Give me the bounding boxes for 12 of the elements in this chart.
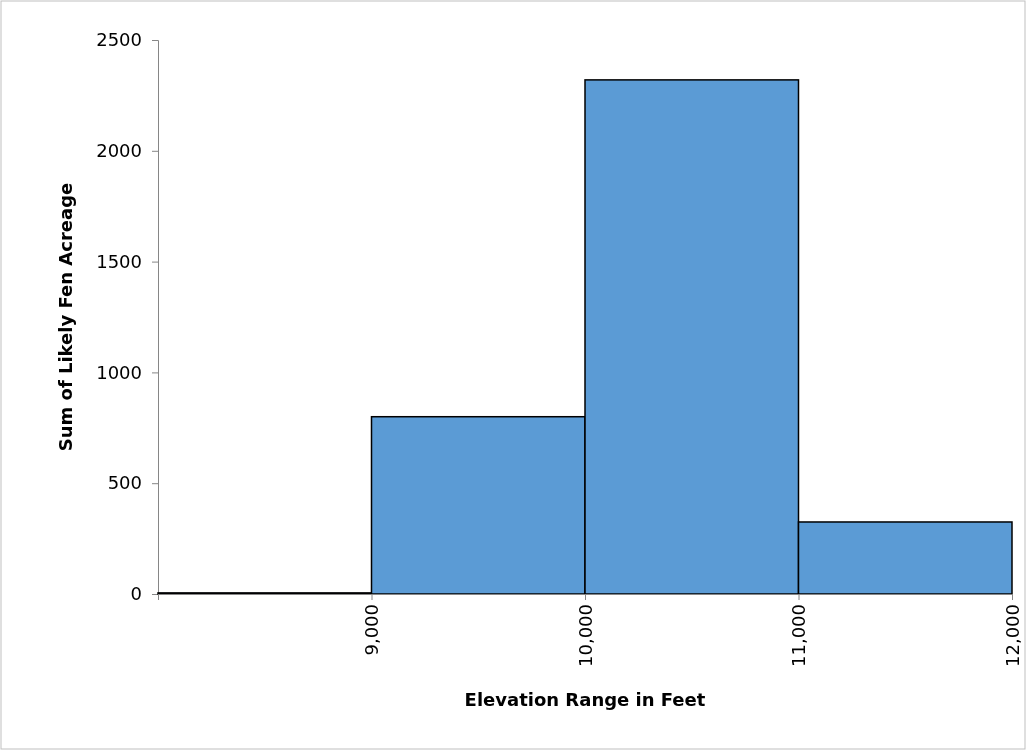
x-tick-label: 9,000 (361, 604, 383, 656)
y-tick-label: 0 (130, 583, 142, 605)
y-tick-label: 2000 (96, 140, 142, 162)
y-tick-label: 500 (107, 472, 142, 494)
x-axis-title: Elevation Range in Feet (464, 689, 706, 710)
x-tick-label: 11,000 (788, 604, 810, 667)
x-tick-label: 10,000 (574, 604, 596, 667)
y-tick-label: 1000 (96, 361, 142, 383)
y-tick-label: 1500 (96, 250, 142, 272)
y-axis-title: Sum of Likely Fen Acreage (55, 182, 76, 452)
y-tick-label: 2500 (96, 29, 142, 51)
x-tick-label: 12,000 (1001, 604, 1023, 667)
